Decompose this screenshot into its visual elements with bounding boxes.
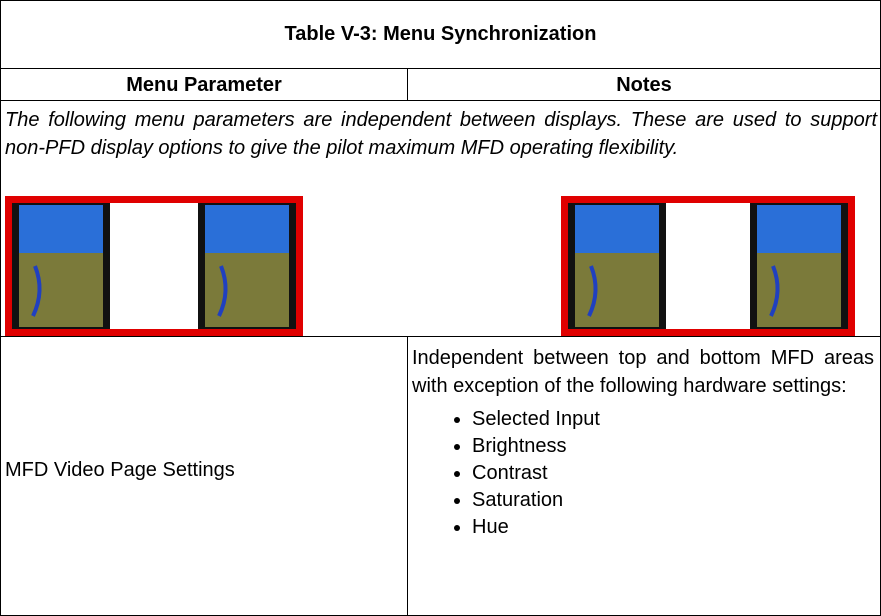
bullet-item: Brightness [472, 433, 874, 460]
parameter-cell: MFD Video Page Settings [0, 336, 408, 616]
column-header: Menu Parameter [0, 68, 408, 101]
screenshot [561, 196, 855, 336]
page: {"table": {"title": "Table V-3: Menu Syn… [0, 0, 881, 602]
notes-text: Independent between top and bottom MFD a… [412, 347, 874, 397]
screenshot [5, 196, 303, 336]
column-header: Notes [407, 68, 881, 101]
parameter: MFD Video Page Settings [5, 459, 235, 481]
notes-cell: Independent between top and bottom MFD a… [407, 336, 881, 616]
bullet-list: Selected InputBrightnessContrastSaturati… [412, 406, 874, 541]
bullet-item: Contrast [472, 460, 874, 487]
intro-text: The following menu parameters are indepe… [5, 109, 877, 159]
bullet-item: Hue [472, 514, 874, 541]
table-title: Table V-3: Menu Synchronization [0, 0, 881, 69]
bullet-item: Selected Input [472, 406, 874, 433]
bullet-item: Saturation [472, 487, 874, 514]
notes: Independent between top and bottom MFD a… [412, 345, 874, 541]
